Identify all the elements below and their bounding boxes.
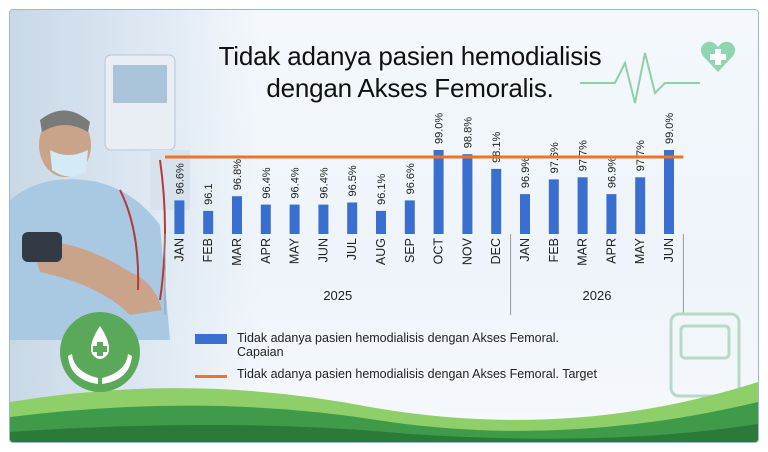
- x-tick-label: APR: [604, 238, 618, 264]
- bar-chart: 96.6% JAN 96.1 FEB 96.8% MAR 96.4% APR 96.4% MAY 9…: [164, 113, 684, 315]
- x-tick-label: FEB: [201, 238, 215, 262]
- bar: [260, 204, 271, 234]
- bar: [606, 194, 617, 234]
- bar: [491, 168, 502, 234]
- legend-bar-swatch: [195, 334, 227, 344]
- data-label: 99.0%: [664, 113, 676, 144]
- group-label: 2026: [583, 288, 612, 303]
- data-label: 96.6%: [174, 163, 186, 194]
- bar: [404, 200, 415, 234]
- bar: [203, 210, 214, 234]
- x-tick-label: JAN: [172, 238, 186, 262]
- legend-capaian-line-2: Capaian: [237, 345, 284, 359]
- bar: [289, 204, 300, 234]
- heartbeat-line-icon: [580, 52, 700, 104]
- data-label: 96.4%: [261, 167, 273, 198]
- title-line-1: Tidak adanya pasien hemodialisis: [218, 41, 602, 71]
- bar: [548, 179, 559, 234]
- data-label: 96.1%: [376, 173, 388, 204]
- title-line-2: dengan Akses Femoralis.: [266, 73, 554, 103]
- x-tick-label: JAN: [518, 238, 532, 262]
- bar: [520, 194, 530, 234]
- x-tick-label: FEB: [547, 238, 561, 262]
- legend-item-capaian: Tidak adanya pasien hemodialisis dengan …: [195, 331, 597, 359]
- x-tick-label: JUN: [316, 238, 330, 262]
- bar: [577, 177, 588, 234]
- bar: [174, 200, 185, 234]
- bar: [376, 210, 386, 234]
- data-label: 96.6%: [405, 163, 417, 194]
- device-icon: [669, 312, 741, 398]
- data-label: 98.1%: [491, 131, 503, 162]
- x-tick-label: MAR: [576, 238, 590, 266]
- data-label: 96.1: [203, 183, 215, 204]
- data-label: 96.9%: [606, 157, 618, 188]
- chart-title: Tidak adanya pasien hemodialisis dengan …: [160, 40, 660, 104]
- x-tick-label: MAR: [230, 238, 244, 266]
- x-tick-label: DEC: [489, 238, 503, 264]
- heart-plus-icon: [700, 41, 736, 72]
- patient-illustration: [10, 54, 190, 340]
- background-photo: [10, 10, 260, 442]
- data-label: 96.8%: [232, 159, 244, 190]
- x-tick-label: SEP: [403, 238, 417, 263]
- data-label: 98.8%: [462, 117, 474, 148]
- legend-item-target: Tidak adanya pasien hemodialisis dengan …: [195, 367, 597, 381]
- chart-frame: Tidak adanya pasien hemodialisis dengan …: [9, 9, 759, 443]
- bar: [664, 150, 674, 234]
- decorative-wave: [10, 382, 758, 442]
- bar: [318, 204, 329, 234]
- x-tick-label: JUN: [662, 238, 676, 262]
- x-tick-label: JUL: [345, 238, 359, 260]
- legend-target-label: Tidak adanya pasien hemodialisis dengan …: [237, 367, 597, 381]
- data-label: 96.4%: [318, 167, 330, 198]
- bar: [462, 154, 473, 234]
- x-tick-label: OCT: [432, 238, 446, 265]
- x-tick-label: NOV: [460, 237, 474, 265]
- bar: [232, 196, 242, 234]
- legend-capaian-line-1: Tidak adanya pasien hemodialisis dengan …: [237, 331, 559, 345]
- group-label: 2025: [323, 288, 352, 303]
- data-label: 96.5%: [347, 165, 359, 196]
- legend-line-swatch: [195, 375, 227, 378]
- hands-drop-icon: [60, 312, 140, 392]
- x-tick-label: APR: [259, 238, 273, 264]
- bar: [635, 177, 646, 234]
- x-tick-label: MAY: [633, 237, 647, 264]
- data-label: 96.9%: [520, 157, 532, 188]
- data-label: 96.4%: [290, 167, 302, 198]
- x-tick-label: MAY: [288, 237, 302, 264]
- chart-legend: Tidak adanya pasien hemodialisis dengan …: [195, 331, 597, 381]
- data-label: 99.0%: [434, 113, 446, 144]
- bar: [347, 202, 358, 234]
- x-tick-label: AUG: [374, 238, 388, 265]
- bar: [433, 150, 444, 234]
